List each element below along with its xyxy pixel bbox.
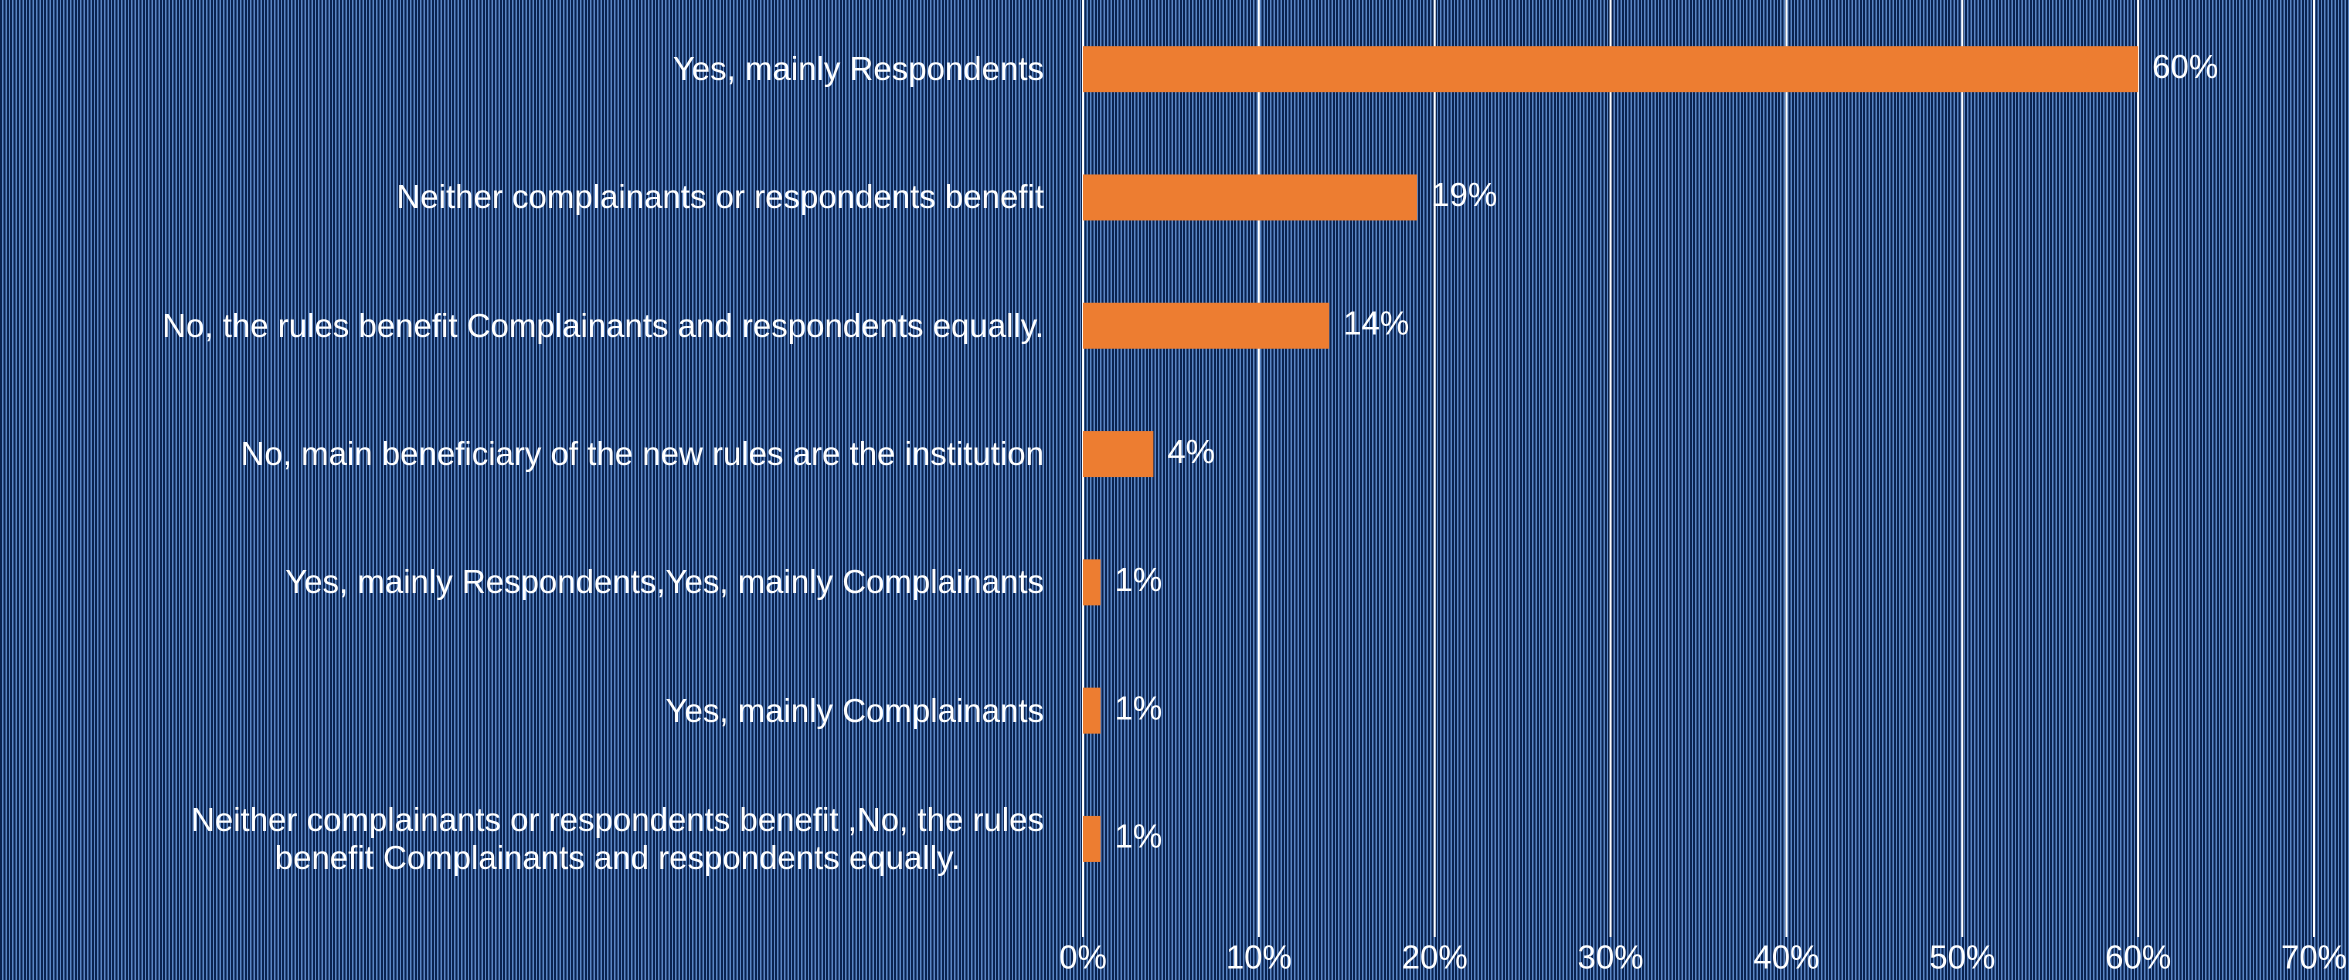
x-tick-label: 0% <box>1059 939 1107 976</box>
x-tick-label: 60% <box>2105 939 2171 976</box>
y-tick-label: Neither complainants or respondents bene… <box>191 800 1044 876</box>
x-tick-label: 30% <box>1578 939 1644 976</box>
data-label: 4% <box>1167 433 1215 470</box>
data-label: 1% <box>1115 818 1163 855</box>
y-tick-label: No, the rules benefit Complainants and r… <box>162 306 1044 344</box>
bar <box>1083 431 1154 478</box>
bar <box>1083 815 1101 862</box>
y-tick-label: Yes, mainly Complainants <box>665 691 1044 729</box>
x-tick-label: 70% <box>2281 939 2347 976</box>
x-tick-label: 10% <box>1226 939 1292 976</box>
x-tick-label: 50% <box>1929 939 1995 976</box>
y-tick-label: Yes, mainly Respondents,Yes, mainly Comp… <box>285 563 1044 601</box>
data-label: 1% <box>1115 561 1163 598</box>
y-tick-label: No, main beneficiary of the new rules ar… <box>240 435 1044 473</box>
data-label: 19% <box>1431 176 1497 213</box>
y-tick-label: Neither complainants or respondents bene… <box>396 178 1044 216</box>
y-tick-label: Yes, mainly Respondents <box>672 50 1044 88</box>
bar <box>1083 46 2139 93</box>
x-tick-label: 20% <box>1402 939 1468 976</box>
bar <box>1083 302 1330 349</box>
x-tick-label: 40% <box>1753 939 1819 976</box>
bar <box>1083 559 1101 606</box>
data-label: 60% <box>2152 48 2218 85</box>
data-label: 1% <box>1115 689 1163 726</box>
bar <box>1083 174 1418 221</box>
data-label: 14% <box>1343 304 1409 341</box>
bar <box>1083 687 1101 734</box>
